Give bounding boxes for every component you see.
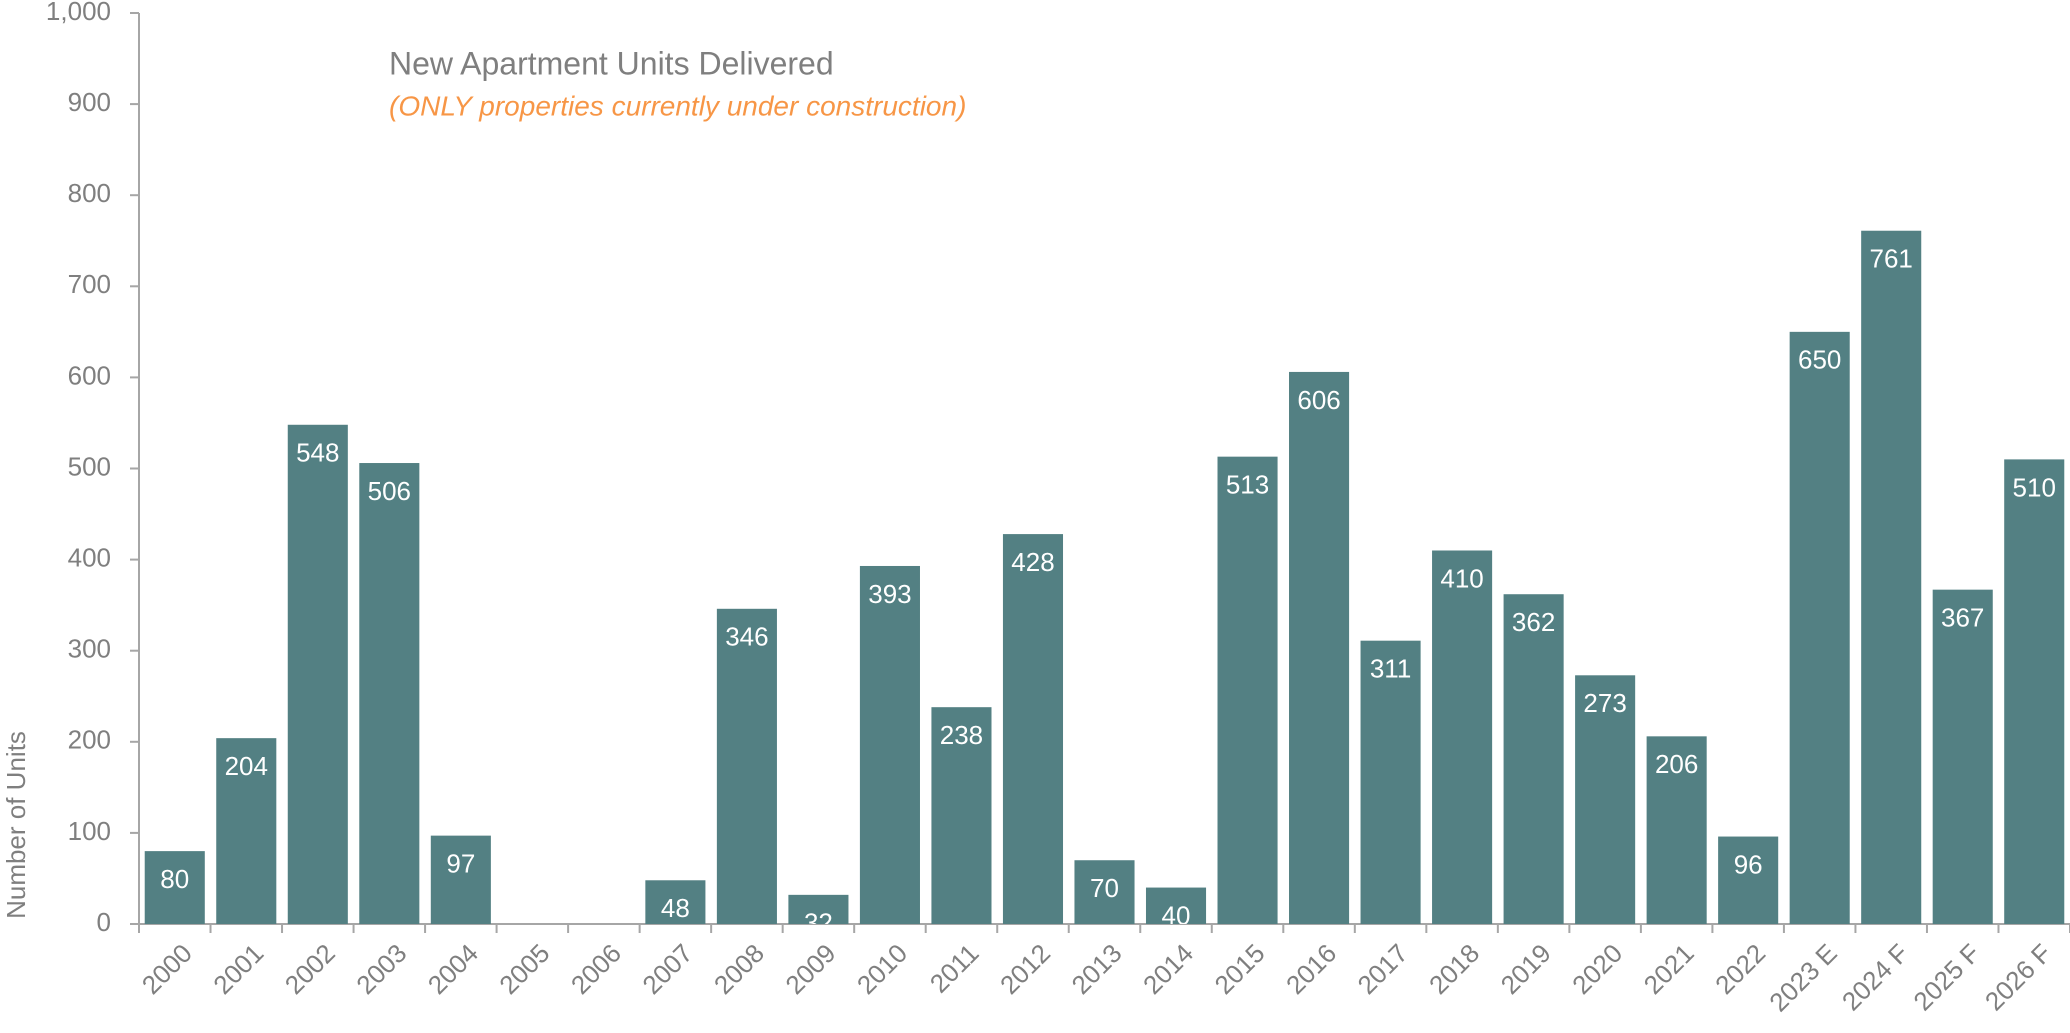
bar xyxy=(1718,836,1779,924)
bar xyxy=(1289,371,1350,924)
x-tick-label: 2021 xyxy=(1638,938,1700,1000)
bar xyxy=(1789,331,1850,924)
y-tick-label: 400 xyxy=(68,542,111,572)
x-tick-label: 2016 xyxy=(1280,938,1342,1000)
data-label: 206 xyxy=(1655,749,1698,779)
y-tick-label: 600 xyxy=(68,360,111,390)
data-label: 410 xyxy=(1440,563,1483,593)
y-tick-label: 200 xyxy=(68,725,111,755)
data-label: 96 xyxy=(1734,849,1763,879)
bar xyxy=(788,894,849,924)
bar xyxy=(859,565,920,924)
data-label: 362 xyxy=(1512,607,1555,637)
x-tick-label: 2005 xyxy=(493,938,555,1000)
chart-subtitle: (ONLY properties currently under constru… xyxy=(389,90,966,121)
bar xyxy=(1503,594,1564,924)
x-tick-label: 2014 xyxy=(1137,938,1199,1000)
data-label: 311 xyxy=(1370,654,1411,684)
data-label: 238 xyxy=(940,720,983,750)
x-tick-label: 2023 E xyxy=(1763,938,1842,1017)
bar xyxy=(287,424,348,924)
x-tick-label: 2020 xyxy=(1566,938,1628,1000)
data-label: 40 xyxy=(1162,900,1191,930)
bar xyxy=(716,608,777,924)
x-tick-label: 2025 F xyxy=(1907,938,1985,1016)
data-label: 548 xyxy=(296,438,339,468)
y-tick-label: 1,000 xyxy=(46,0,111,26)
data-label: 48 xyxy=(661,893,690,923)
bar xyxy=(1646,736,1707,924)
x-tick-label: 2012 xyxy=(994,938,1056,1000)
x-tick-label: 2004 xyxy=(422,938,484,1000)
data-label: 70 xyxy=(1090,873,1119,903)
bar xyxy=(1002,534,1064,924)
x-tick-label: 2002 xyxy=(279,938,341,1000)
x-tick-label: 2022 xyxy=(1709,938,1771,1000)
bar xyxy=(1074,860,1135,924)
data-label: 650 xyxy=(1798,345,1841,375)
x-tick-label: 2001 xyxy=(207,938,269,1000)
data-label: 513 xyxy=(1226,470,1269,500)
bar xyxy=(2004,459,2065,924)
bar xyxy=(1432,550,1493,924)
y-tick-label: 700 xyxy=(68,269,111,299)
x-tick-label: 2018 xyxy=(1423,938,1485,1000)
data-label: 367 xyxy=(1941,603,1984,633)
bar xyxy=(216,738,277,924)
x-tick-label: 2009 xyxy=(779,938,841,1000)
bar xyxy=(1145,887,1207,924)
x-tick-label: 2017 xyxy=(1352,938,1414,1000)
bar xyxy=(645,880,706,924)
y-tick-label: 300 xyxy=(68,634,111,664)
bar xyxy=(144,851,205,924)
x-tick-label: 2010 xyxy=(851,938,913,1000)
y-axis-label: Number of Units xyxy=(1,731,31,919)
x-tick-label: 2011 xyxy=(924,938,985,999)
data-label: 761 xyxy=(1870,244,1913,274)
x-tick-label: 2019 xyxy=(1495,938,1557,1000)
data-label: 97 xyxy=(446,849,475,879)
bar xyxy=(359,463,420,924)
x-tick-label: 2015 xyxy=(1209,938,1271,1000)
y-tick-label: 500 xyxy=(68,451,111,481)
y-tick-label: 0 xyxy=(97,907,111,937)
data-label: 204 xyxy=(225,751,268,781)
data-label: 32 xyxy=(804,908,833,938)
y-tick-label: 900 xyxy=(68,87,111,117)
bar xyxy=(931,707,992,924)
x-tick-label: 2007 xyxy=(636,938,698,1000)
y-tick-label: 100 xyxy=(68,816,111,846)
data-label: 428 xyxy=(1011,547,1054,577)
bar xyxy=(1575,675,1636,924)
bars: 80 204 548 506 97 48 346 32 393 238 428 70 40 513 606 3… xyxy=(144,230,2065,938)
chart-title: New Apartment Units Delivered xyxy=(389,45,834,81)
x-tick-label: 2026 F xyxy=(1979,938,2057,1016)
data-label: 506 xyxy=(368,476,411,506)
data-label: 346 xyxy=(725,622,768,652)
data-label: 80 xyxy=(160,864,189,894)
bar xyxy=(1861,230,1922,924)
x-tick-label: 2008 xyxy=(708,938,770,1000)
x-tick-label: 2000 xyxy=(136,938,198,1000)
data-label: 273 xyxy=(1583,688,1626,718)
bar xyxy=(1217,456,1278,924)
bar xyxy=(430,835,491,924)
x-tick-label: 2006 xyxy=(565,938,627,1000)
data-label: 606 xyxy=(1297,385,1340,415)
y-tick-label: 800 xyxy=(68,178,111,208)
bar xyxy=(1932,589,1993,924)
x-tick-label: 2024 F xyxy=(1836,938,1914,1016)
x-tick-label: 2003 xyxy=(350,938,412,1000)
data-label: 393 xyxy=(868,579,911,609)
data-label: 510 xyxy=(2013,472,2056,502)
x-tick-label: 2013 xyxy=(1065,938,1127,1000)
bar xyxy=(1360,640,1421,924)
